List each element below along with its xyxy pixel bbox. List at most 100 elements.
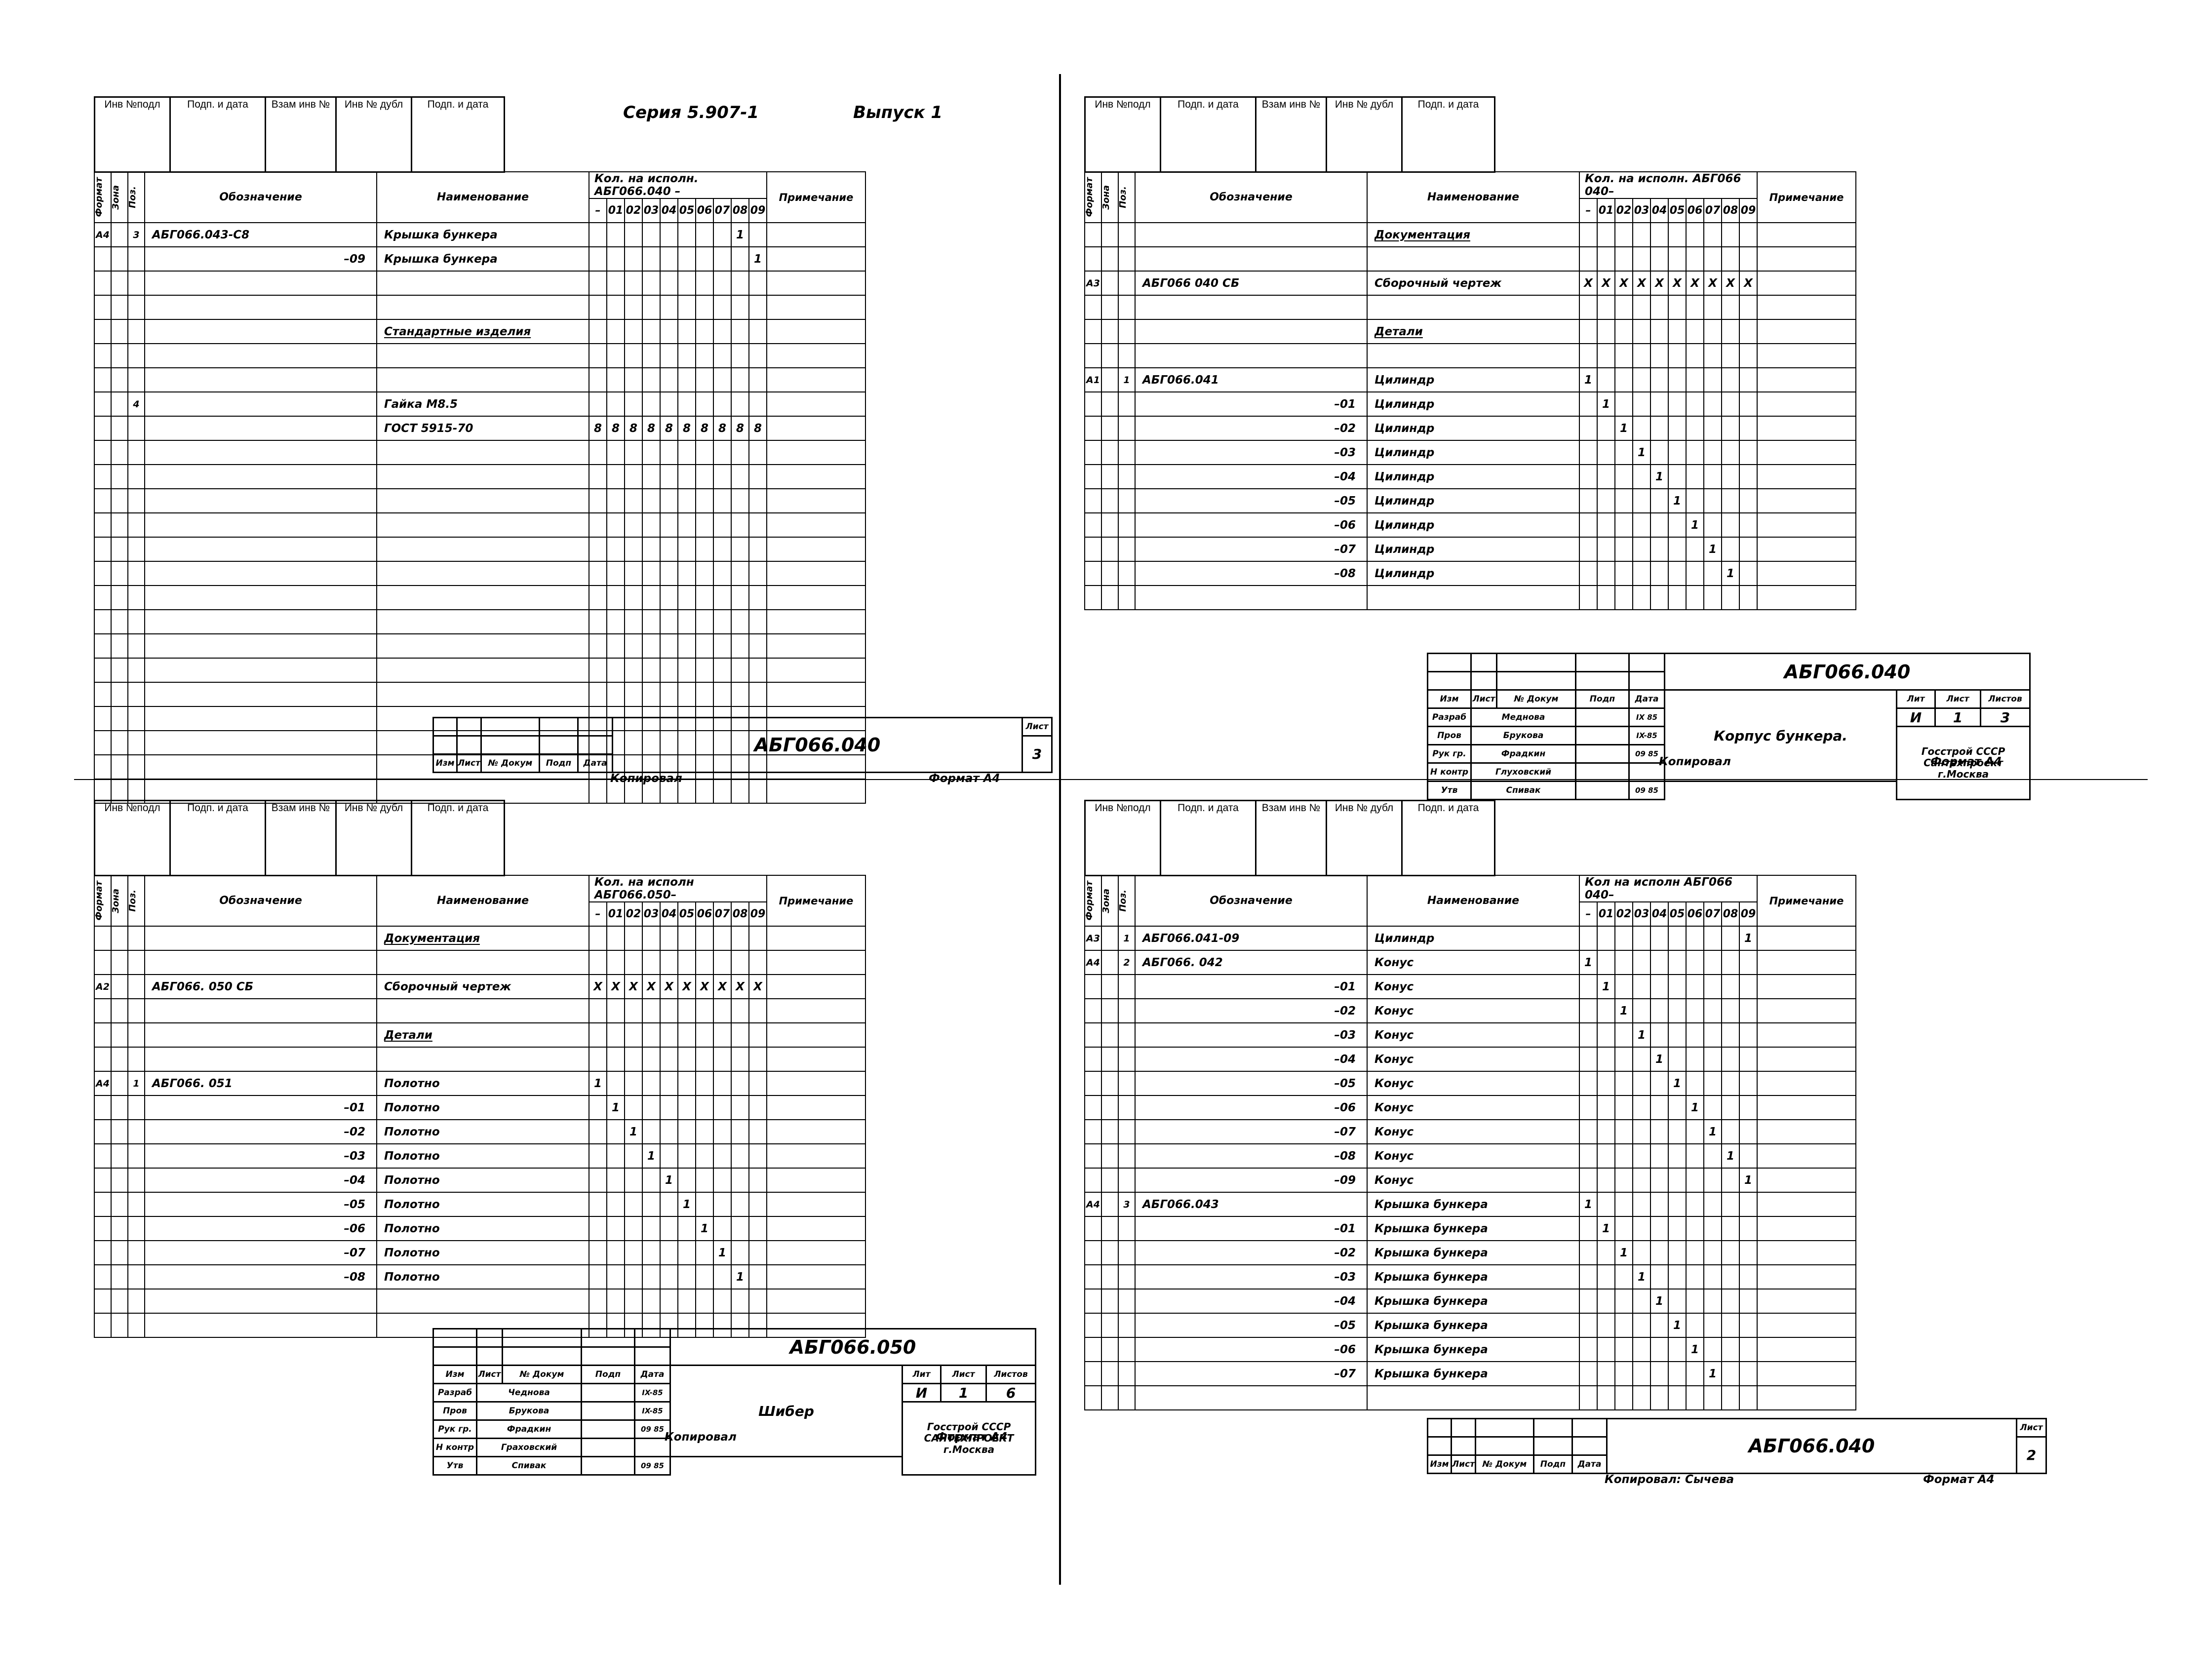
cell-name bbox=[376, 1047, 589, 1072]
cell-qty-07 bbox=[713, 633, 732, 659]
tb-format-label: Формат А4 bbox=[1930, 755, 2002, 768]
cell-qty-base bbox=[589, 222, 607, 247]
cell-qty-06 bbox=[1686, 950, 1704, 975]
cell-qty-03 bbox=[1632, 416, 1651, 441]
title-block-table: АБГ066.040 Лист 2 Изм Лист № Докум Подп Дата bbox=[1427, 1418, 2047, 1474]
col-header-poz: Поз. bbox=[1118, 875, 1136, 927]
cell-qty-base bbox=[1579, 1047, 1598, 1072]
cell-qty-06 bbox=[695, 998, 714, 1023]
cell-zone bbox=[1101, 416, 1119, 441]
cell-qty-01 bbox=[1597, 1192, 1615, 1217]
cell-qty-base bbox=[1579, 488, 1598, 513]
cell-qty-02: 1 bbox=[1614, 998, 1633, 1023]
cell-qty-06 bbox=[1686, 1385, 1704, 1410]
cell-qty-03: 1 bbox=[1632, 1022, 1651, 1048]
cell-qty-03 bbox=[642, 1119, 661, 1144]
cell-qty-04 bbox=[1650, 391, 1669, 417]
inventory-strip-blank-cell bbox=[1257, 844, 1327, 875]
cell-note bbox=[1757, 537, 1856, 562]
cell-format bbox=[1084, 391, 1102, 417]
cell-qty-05 bbox=[1668, 1216, 1687, 1241]
cell-qty-06 bbox=[695, 1143, 714, 1169]
cell-name: Конус bbox=[1367, 974, 1580, 999]
cell-qty-09 bbox=[1739, 1022, 1758, 1048]
cell-qty-02 bbox=[624, 1168, 643, 1193]
tb-sheet-value: 1 bbox=[940, 1383, 987, 1403]
cell-name bbox=[376, 343, 589, 368]
cell-name bbox=[376, 464, 589, 489]
cell-format bbox=[94, 246, 112, 272]
cell-qty-08 bbox=[1721, 1385, 1740, 1410]
cell-zone bbox=[111, 1192, 128, 1217]
tb-blank-cell bbox=[480, 735, 540, 755]
cell-qty-02 bbox=[624, 609, 643, 634]
cell-qty-01: 1 bbox=[1597, 391, 1615, 417]
cell-qty-06 bbox=[695, 561, 714, 586]
cell-designation bbox=[144, 730, 377, 755]
inventory-strip-cell: Инв №подл bbox=[1086, 801, 1161, 846]
cell-designation: –03 bbox=[1135, 1022, 1368, 1048]
cell-qty-05 bbox=[1668, 974, 1687, 999]
cell-designation: –01 bbox=[1135, 1216, 1368, 1241]
cell-poz bbox=[1118, 974, 1136, 999]
cell-poz bbox=[127, 1240, 145, 1265]
table-row: –07 Полотно 1 bbox=[94, 1240, 866, 1265]
cell-note bbox=[1757, 1119, 1856, 1144]
cell-format bbox=[1084, 440, 1102, 465]
cell-qty-02 bbox=[624, 295, 643, 320]
cell-qty-09: X bbox=[748, 974, 767, 999]
tb-blank-cell bbox=[1571, 1418, 1608, 1438]
cell-note bbox=[1757, 222, 1856, 247]
cell-qty-06 bbox=[695, 609, 714, 634]
cell-qty-02 bbox=[624, 950, 643, 975]
cell-qty-08 bbox=[731, 1216, 749, 1241]
cell-qty-05 bbox=[1668, 1240, 1687, 1265]
cell-qty-05 bbox=[1668, 926, 1687, 951]
cell-zone bbox=[111, 950, 128, 975]
cell-note bbox=[766, 779, 866, 804]
cell-qty-01 bbox=[606, 537, 625, 562]
cell-poz: 3 bbox=[127, 222, 145, 247]
cell-poz bbox=[127, 319, 145, 344]
cell-qty-02 bbox=[624, 998, 643, 1023]
cell-qty-02 bbox=[1614, 464, 1633, 489]
tb-blank-cell bbox=[1496, 653, 1576, 672]
cell-qty-04: 1 bbox=[1650, 1047, 1669, 1072]
col-header-note: Примечание bbox=[1757, 171, 1856, 223]
cell-qty-04: 8 bbox=[660, 416, 678, 441]
title-block-table: АБГ066.040 Лист 3 Изм Лист № Докум Подп Дата bbox=[432, 717, 1053, 773]
cell-name-underlined: Детали bbox=[1374, 325, 1423, 338]
cell-poz bbox=[127, 1168, 145, 1193]
cell-format bbox=[94, 1022, 112, 1048]
table-row: –01 Полотно 1 bbox=[94, 1095, 866, 1120]
cell-zone bbox=[111, 1095, 128, 1120]
cell-qty-01 bbox=[606, 319, 625, 344]
inventory-strip-cell: Подп. и дата bbox=[171, 801, 266, 846]
cell-poz: 3 bbox=[1118, 1192, 1136, 1217]
cell-qty-04 bbox=[1650, 1143, 1669, 1169]
cell-qty-04 bbox=[660, 537, 678, 562]
cell-poz bbox=[1118, 561, 1136, 586]
cell-designation bbox=[144, 391, 377, 417]
inventory-strip-blank-cell bbox=[1161, 141, 1257, 171]
cell-qty-base bbox=[1579, 1240, 1598, 1265]
table-row: –05 Полотно 1 bbox=[94, 1192, 866, 1217]
cell-name bbox=[1367, 1385, 1580, 1410]
cell-qty-07 bbox=[1703, 512, 1722, 538]
cell-zone bbox=[1101, 1313, 1119, 1338]
cell-qty-08 bbox=[731, 440, 749, 465]
cell-designation: АБГ066. 051 bbox=[144, 1071, 377, 1096]
cell-designation bbox=[144, 271, 377, 296]
table-row: –09 Конус 1 bbox=[1084, 1168, 1856, 1193]
inventory-strip-blank bbox=[1084, 141, 1495, 173]
cell-qty-02 bbox=[624, 1022, 643, 1048]
cell-format bbox=[1084, 343, 1102, 368]
cell-qty-01 bbox=[606, 682, 625, 707]
cell-qty-07 bbox=[713, 585, 732, 610]
inventory-strip-cell: Взам инв № bbox=[1257, 801, 1327, 846]
col-header-name: Наименование bbox=[1367, 875, 1580, 927]
cell-qty-02 bbox=[1614, 950, 1633, 975]
cell-name: Сборочный чертеж bbox=[376, 974, 589, 999]
cell-zone bbox=[111, 1313, 128, 1338]
